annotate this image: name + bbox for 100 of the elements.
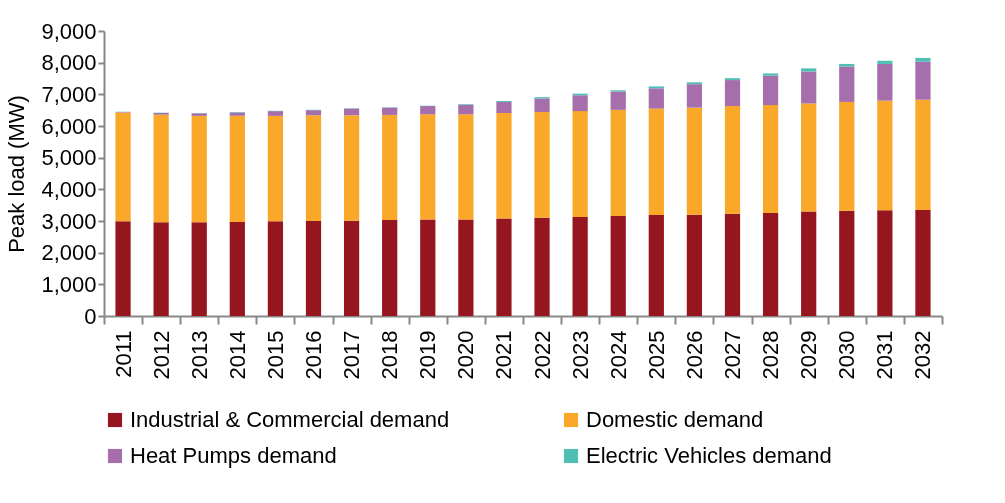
legend-label: Electric Vehicles demand	[586, 443, 832, 468]
bar	[762, 73, 779, 76]
bar	[762, 75, 779, 106]
legend-label: Domestic demand	[586, 407, 764, 432]
bar	[496, 101, 512, 114]
bar	[420, 219, 436, 316]
bar	[343, 115, 360, 221]
bar	[343, 108, 360, 116]
bar	[572, 95, 588, 112]
bar	[724, 106, 741, 214]
bar	[915, 61, 931, 100]
bar	[686, 84, 703, 108]
bar	[572, 216, 588, 316]
y-tick-label: 4,000	[41, 176, 97, 202]
bar	[382, 107, 398, 115]
x-tick-label: 2025	[643, 330, 669, 380]
bar	[229, 221, 245, 316]
bar	[839, 210, 855, 316]
bar	[382, 114, 398, 221]
bar	[801, 71, 817, 104]
bar	[801, 211, 817, 316]
bar	[534, 112, 550, 218]
bar	[877, 60, 893, 64]
bar	[915, 99, 931, 210]
x-tick-label: 2021	[491, 330, 517, 380]
legend-label: Heat Pumps demand	[130, 443, 337, 468]
bar	[610, 109, 626, 216]
x-tick-label: 2024	[605, 330, 631, 380]
x-tick-label: 2031	[872, 330, 898, 380]
y-tick-label: 1,000	[41, 271, 97, 297]
y-tick-label: 6,000	[41, 113, 97, 139]
bar	[610, 91, 626, 110]
x-tick-label: 2014	[224, 330, 250, 380]
bar	[686, 107, 703, 215]
x-tick-label: 2032	[910, 330, 936, 380]
y-tick-label: 8,000	[41, 50, 97, 76]
bar	[801, 68, 817, 72]
bar	[572, 111, 588, 217]
bar	[267, 115, 284, 222]
bar	[877, 210, 893, 316]
y-tick-label: 9,000	[41, 18, 97, 44]
bar	[267, 221, 284, 316]
y-tick-label: 7,000	[41, 81, 97, 107]
bar	[915, 209, 931, 316]
x-tick-label: 2030	[834, 330, 860, 380]
bar	[458, 114, 474, 220]
y-axis-title: Peak load (MW)	[4, 95, 30, 253]
bar	[724, 213, 741, 316]
y-tick-label: 0	[84, 303, 97, 329]
bar	[877, 63, 893, 101]
bar	[496, 218, 512, 316]
y-tick-label: 2,000	[41, 240, 97, 266]
x-tick-label: 2016	[301, 330, 326, 380]
bar	[382, 220, 398, 316]
bar	[229, 115, 245, 222]
bar	[458, 219, 474, 316]
bar	[877, 100, 893, 211]
bar	[496, 113, 512, 219]
bar	[762, 213, 779, 316]
bar	[458, 104, 474, 115]
bar	[648, 108, 664, 215]
bar	[115, 221, 131, 316]
bar	[610, 215, 626, 316]
bar	[153, 114, 169, 223]
bar	[343, 220, 360, 316]
bar	[267, 111, 284, 116]
x-tick-label: 2011	[110, 330, 136, 378]
bar	[839, 101, 855, 211]
legend-label: Industrial & Commercial demand	[130, 407, 450, 432]
x-tick-label: 2015	[262, 330, 288, 380]
bar	[191, 115, 207, 223]
bar	[762, 105, 779, 214]
x-tick-label: 2017	[339, 330, 365, 380]
x-tick-label: 2019	[415, 330, 441, 380]
bar	[305, 221, 322, 316]
bar	[305, 110, 322, 116]
x-tick-label: 2018	[377, 330, 403, 380]
bar	[686, 214, 703, 316]
x-tick-label: 2026	[681, 330, 707, 380]
y-tick-label: 5,000	[41, 145, 97, 171]
x-tick-label: 2012	[148, 330, 174, 380]
x-tick-label: 2028	[758, 330, 784, 380]
bar	[191, 222, 207, 316]
bar	[115, 112, 131, 222]
x-tick-label: 2013	[186, 330, 212, 380]
bar	[420, 106, 436, 115]
bar	[153, 222, 169, 316]
bar	[534, 98, 550, 113]
bar	[648, 214, 664, 316]
bar	[420, 114, 436, 220]
x-tick-label: 2027	[720, 330, 745, 380]
y-tick-label: 3,000	[41, 208, 97, 234]
x-tick-label: 2022	[529, 330, 555, 380]
x-tick-label: 2029	[796, 330, 822, 380]
x-tick-label: 2023	[567, 330, 593, 380]
bar	[801, 103, 817, 212]
bar	[724, 80, 741, 107]
bar	[915, 57, 931, 62]
bar	[839, 66, 855, 102]
bar	[534, 217, 550, 316]
